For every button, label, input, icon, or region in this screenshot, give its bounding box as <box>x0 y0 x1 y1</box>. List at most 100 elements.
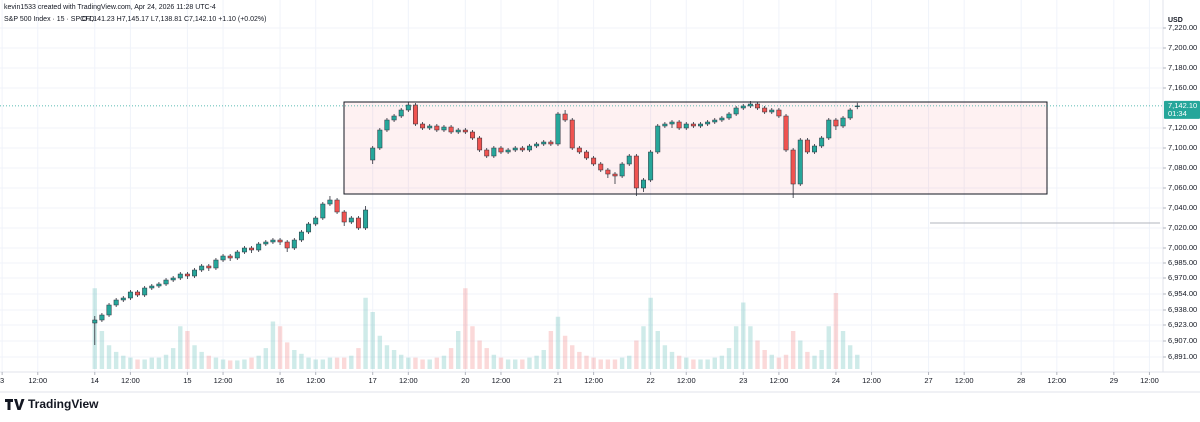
volume-bar <box>363 297 368 369</box>
y-tick-label: 7,120.00 <box>1168 123 1197 132</box>
volume-bar <box>249 357 254 369</box>
x-tick-label: 12:00 <box>28 376 47 385</box>
candle-body <box>177 273 183 279</box>
candle-body <box>441 126 447 131</box>
volume-bar <box>840 331 846 369</box>
range-box <box>343 101 1048 195</box>
y-tick-label: 7,200.00 <box>1168 43 1197 52</box>
candle-body <box>313 217 319 225</box>
x-tick-label: 12:00 <box>214 376 233 385</box>
volume-bar <box>398 354 404 369</box>
x-tick-label: 12:00 <box>1047 376 1066 385</box>
candle-body <box>676 121 682 129</box>
candle-body <box>99 314 105 321</box>
volume-bar <box>591 357 596 369</box>
x-tick-label: 14 <box>91 376 99 385</box>
candle-body <box>484 149 490 157</box>
candle-body <box>412 104 418 125</box>
y-tick-label: 6,970.00 <box>1168 273 1197 282</box>
candle-body <box>234 251 240 259</box>
y-tick-label: 6,891.00 <box>1168 352 1197 361</box>
volume-bar <box>705 359 710 369</box>
volume-bar <box>163 354 169 369</box>
candle-body <box>527 145 532 151</box>
x-tick-label: 12:00 <box>306 376 325 385</box>
y-tick-label: 6,985.00 <box>1168 258 1197 267</box>
volume-bar <box>299 353 304 369</box>
volume-bar <box>192 345 197 369</box>
candle-body <box>847 109 853 119</box>
volume-bar <box>619 357 625 369</box>
volume-bar <box>213 357 219 369</box>
volume-bar <box>220 359 226 369</box>
volume-bar <box>783 354 789 369</box>
volume-bar <box>341 357 347 369</box>
candle-body <box>819 137 825 147</box>
volume-bar <box>256 355 261 369</box>
volume-bar <box>206 355 212 369</box>
volume-bar <box>106 345 112 369</box>
candle-body <box>120 297 126 301</box>
volume-bar <box>149 357 154 369</box>
last-price-badge <box>1164 100 1200 119</box>
brand: TradingView <box>28 397 99 411</box>
y-tick-label: 7,080.00 <box>1168 163 1197 172</box>
candle-body <box>277 239 283 243</box>
volume-bar <box>413 357 418 369</box>
volume-bar <box>170 348 176 369</box>
y-tick-label: 7,100.00 <box>1168 143 1197 152</box>
candle-body <box>170 277 176 281</box>
volume-bar <box>235 360 240 369</box>
candle-body <box>733 107 739 115</box>
x-tick-label: 12:00 <box>955 376 974 385</box>
candle-body <box>377 129 383 149</box>
candle-body <box>626 155 632 165</box>
volume-bar <box>334 357 340 369</box>
candle-body <box>669 121 675 125</box>
candle-body <box>569 119 575 149</box>
x-tick-label: 21 <box>554 376 562 385</box>
volume-bar <box>812 355 817 369</box>
y-tick-label: 7,180.00 <box>1168 63 1197 72</box>
y-tick-label: 7,060.00 <box>1168 183 1197 192</box>
candle-body <box>284 241 290 249</box>
volume-bar <box>456 331 461 369</box>
candle-body <box>106 304 112 316</box>
x-tick-label: 12:00 <box>399 376 418 385</box>
candle-body <box>127 291 133 299</box>
candle-body <box>163 279 169 285</box>
volume-bar <box>548 331 554 369</box>
volume-bar <box>349 355 354 369</box>
volume-bar <box>584 355 589 369</box>
candle-body <box>534 143 540 147</box>
candle-body <box>92 319 98 324</box>
grid <box>0 0 1163 372</box>
candle-body <box>149 285 155 289</box>
volume-bar <box>684 357 689 369</box>
volume-bar <box>477 340 482 369</box>
volume-bar <box>669 351 675 369</box>
candle-body <box>619 163 625 177</box>
candle-body <box>370 147 376 161</box>
candle-body <box>391 115 397 121</box>
countdown: 01:34 <box>1168 109 1187 118</box>
volume-bar <box>327 357 333 369</box>
volume-bar <box>135 359 140 369</box>
candle-body <box>220 255 226 261</box>
candle-body <box>477 137 483 151</box>
volume-bar <box>562 335 568 369</box>
volume-bar <box>470 326 475 369</box>
volume-bar <box>242 359 247 369</box>
volume-bar <box>277 326 283 369</box>
volume-bar <box>790 331 796 369</box>
logo-icon <box>5 399 25 410</box>
volume-bar <box>263 348 269 369</box>
candle-body <box>854 105 860 108</box>
volume-bar <box>712 357 717 369</box>
x-tick-label: 29 <box>1110 376 1118 385</box>
candle-body <box>227 255 233 259</box>
x-tick-label: 12:00 <box>584 376 603 385</box>
y-tick-label: 6,954.00 <box>1168 289 1197 298</box>
candle-body <box>334 199 340 213</box>
